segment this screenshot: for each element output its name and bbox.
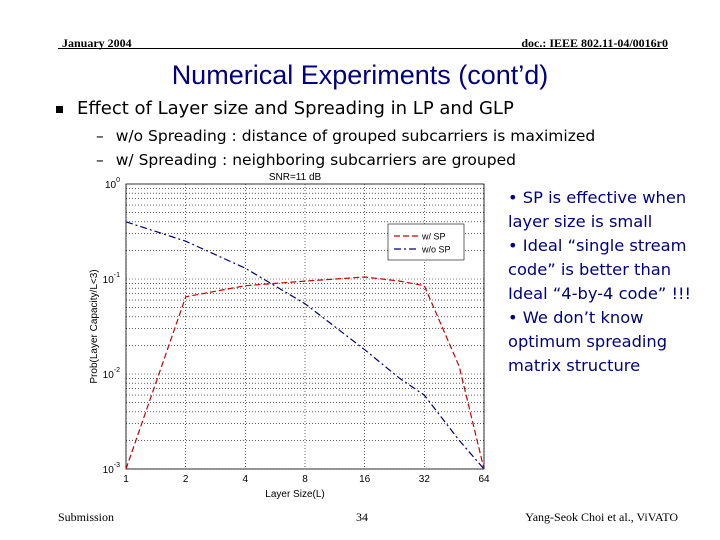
plot-frame bbox=[125, 183, 485, 470]
y-axis-label: Prob(Layer Capacity/L<3) bbox=[89, 269, 100, 383]
square-bullet-icon bbox=[56, 105, 63, 113]
sub-bullet-1: – w/o Spreading : distance of grouped sub… bbox=[96, 127, 595, 145]
dash-bullet-icon: – bbox=[96, 151, 104, 169]
sub-bullet-text: w/ Spreading : neighboring subcarriers a… bbox=[115, 151, 516, 169]
legend-box bbox=[387, 223, 465, 261]
x-tick-label: 4 bbox=[243, 474, 249, 485]
main-bullet: Effect of Layer size and Spreading in LP… bbox=[56, 98, 514, 119]
y-tick-label: 100 bbox=[105, 177, 120, 191]
sub-bullet-text: w/o Spreading : distance of grouped subc… bbox=[115, 127, 596, 145]
x-tick-label: 16 bbox=[359, 474, 371, 485]
side-notes: • SP is effective when layer size is sma… bbox=[508, 186, 704, 378]
note-1: • SP is effective when layer size is sma… bbox=[508, 188, 687, 231]
note-3: • We don’t know optimum spreading matrix… bbox=[508, 308, 668, 375]
dash-bullet-icon: – bbox=[96, 127, 104, 145]
header-doc-id: doc.: IEEE 802.11-04/0016r0 bbox=[521, 36, 668, 50]
header-date: January 2004 bbox=[62, 36, 132, 50]
slide-title: Numerical Experiments (cont’d) bbox=[171, 60, 549, 90]
footer-submission: Submission bbox=[58, 510, 115, 524]
x-tick-label: 32 bbox=[419, 474, 431, 485]
x-axis-label: Layer Size(L) bbox=[265, 489, 324, 500]
header-rule bbox=[58, 48, 668, 49]
chart-title: SNR=11 dB bbox=[269, 172, 322, 183]
series-line-with-sp bbox=[125, 276, 485, 470]
x-tick-label: 1 bbox=[123, 474, 129, 485]
capacity-chart: 1 2 4 8 16 32 64 100 10-1 10-2 10-3 SNR=11 dB Layer … bbox=[89, 172, 490, 500]
footer-author: Yang-Seok Choi et al., ViVATO bbox=[525, 510, 678, 524]
x-tick-label: 2 bbox=[183, 474, 189, 485]
y-tick-label: 10-1 bbox=[103, 272, 120, 286]
x-tick-label: 64 bbox=[478, 474, 490, 485]
series-line-without-sp bbox=[125, 221, 485, 470]
y-tick-label: 10-2 bbox=[103, 367, 120, 381]
note-2: • Ideal “single stream code” is better t… bbox=[508, 236, 692, 303]
main-bullet-text: Effect of Layer size and Spreading in LP… bbox=[77, 98, 514, 119]
sub-bullet-2: – w/ Spreading : neighboring subcarriers … bbox=[96, 151, 516, 169]
legend-label: w/ SP bbox=[421, 232, 446, 242]
y-tick-label: 10-3 bbox=[103, 462, 120, 476]
x-tick-label: 8 bbox=[302, 474, 308, 485]
footer-page-number: 34 bbox=[356, 510, 368, 524]
legend-label: w/o SP bbox=[421, 245, 451, 255]
